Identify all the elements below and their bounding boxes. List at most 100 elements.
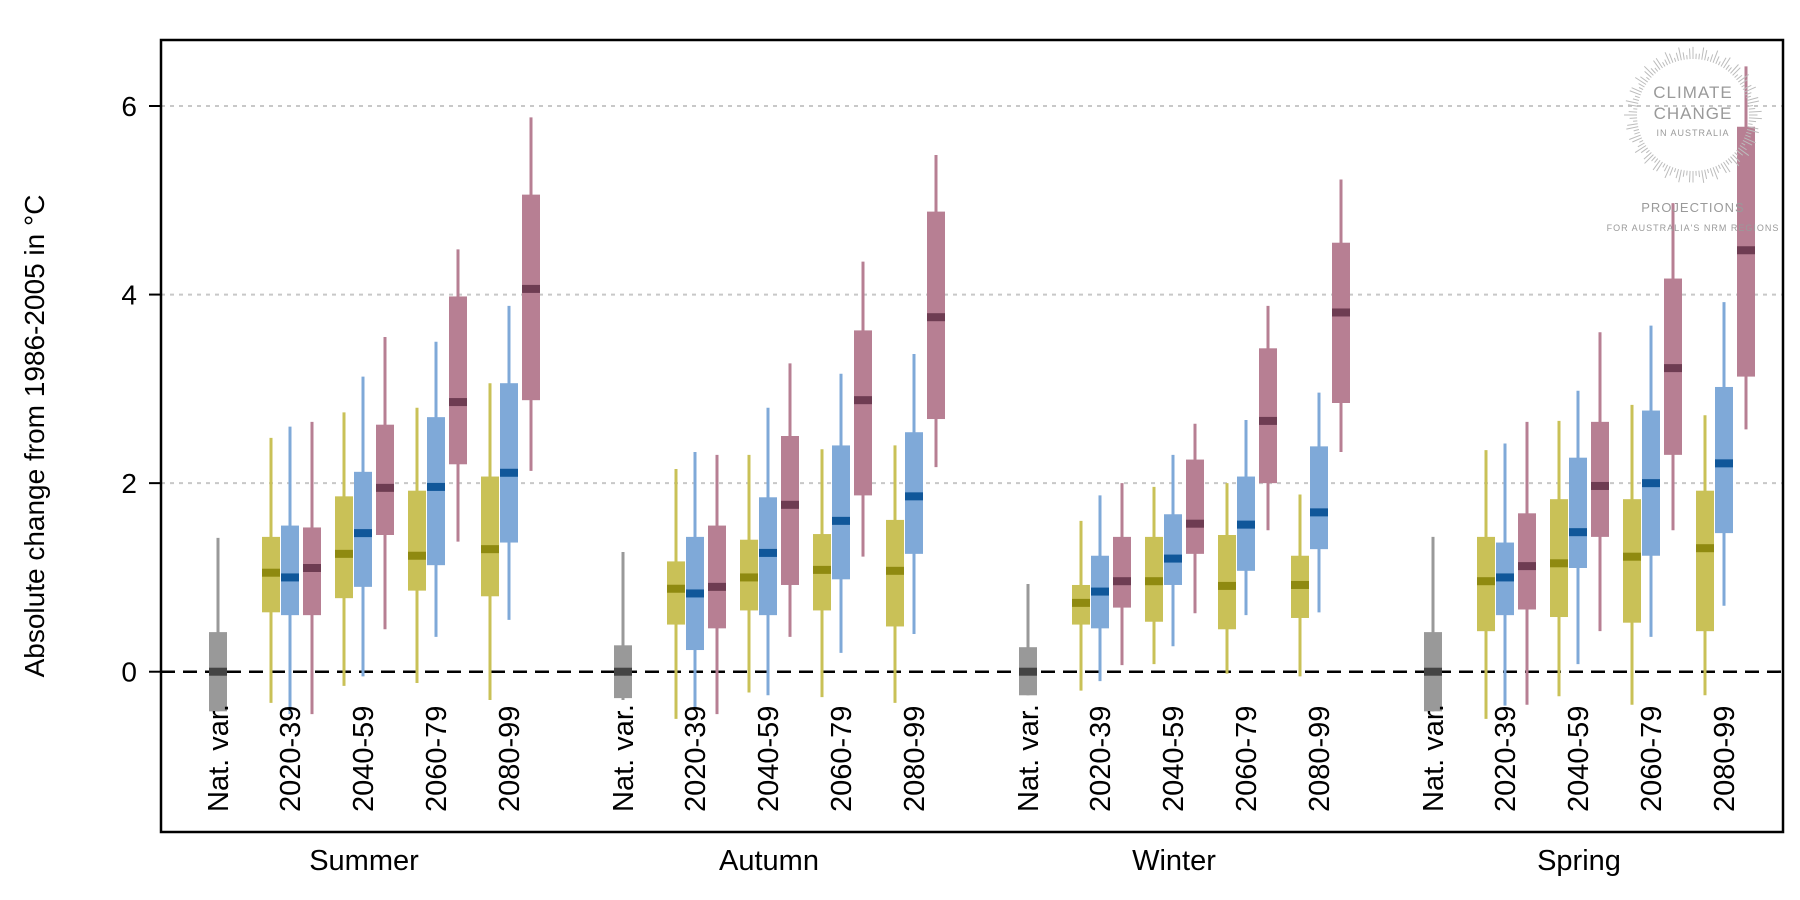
logo-ray	[1634, 95, 1640, 99]
iqr-bar	[854, 330, 872, 496]
period-label: 2080-99	[494, 706, 526, 812]
logo-ray	[1739, 79, 1748, 85]
logo-ray	[1723, 161, 1731, 173]
logo-ray	[1720, 163, 1727, 174]
logo-ray	[1715, 165, 1720, 173]
natvar-box-spring	[1424, 536, 1442, 712]
logo-ray	[1738, 74, 1750, 83]
median-mark	[1642, 479, 1660, 488]
median-mark	[708, 582, 726, 591]
logo-ray	[1748, 120, 1757, 123]
iqr-bar	[500, 383, 518, 543]
mid-box-2060-79	[832, 373, 850, 653]
logo-ray	[1746, 95, 1751, 99]
median-mark	[1091, 587, 1109, 596]
high-box-2080-99	[1737, 66, 1755, 430]
logo-ray	[1675, 168, 1679, 179]
logo-ray	[1698, 53, 1700, 60]
iqr-bar	[1591, 421, 1609, 537]
median-mark	[1237, 520, 1255, 529]
logo-ray	[1664, 52, 1671, 65]
median-mark	[686, 589, 704, 598]
median-mark	[408, 551, 426, 560]
logo-ray	[1730, 64, 1739, 74]
low-box-2060-79	[408, 407, 426, 684]
period-label: 2060-79	[826, 706, 858, 812]
logo-ray	[1638, 83, 1645, 88]
period-label: 2080-99	[1304, 706, 1336, 812]
period-label: 2080-99	[1709, 706, 1741, 812]
natvar-box-summer	[209, 537, 227, 712]
median-mark	[614, 667, 632, 676]
median-mark	[740, 573, 758, 582]
logo-ray	[1668, 53, 1674, 63]
logo-ray	[1644, 154, 1654, 164]
low-box-2020-39	[262, 437, 280, 703]
logo-ray	[1655, 57, 1663, 69]
logo-ray	[1715, 56, 1720, 65]
logo-ray	[1747, 100, 1760, 104]
median-mark	[1550, 559, 1568, 568]
logo-ray	[1741, 84, 1746, 88]
median-mark	[303, 564, 321, 572]
mid-box-2080-99	[500, 305, 518, 620]
low-box-2080-99	[481, 383, 499, 700]
high-box-2080-99	[927, 155, 945, 468]
iqr-bar	[708, 525, 726, 629]
logo-ray	[1682, 52, 1685, 60]
iqr-bar	[481, 476, 499, 597]
median-mark	[1696, 544, 1714, 553]
iqr-bar	[408, 490, 426, 591]
period-label: Nat. var.	[608, 704, 640, 812]
logo-ray	[1688, 170, 1691, 183]
logo-ray	[1654, 158, 1659, 163]
iqr-bar	[1113, 536, 1131, 608]
logo-ray	[1748, 123, 1753, 125]
median-mark	[1186, 519, 1204, 528]
logo-line-3: IN AUSTRALIA	[1656, 128, 1729, 138]
median-mark	[1259, 416, 1277, 425]
low-box-2060-79	[1218, 483, 1236, 674]
logo-ray	[1627, 123, 1638, 126]
median-mark	[854, 396, 872, 405]
logo-ray	[1627, 104, 1638, 107]
logo-ray	[1727, 158, 1733, 164]
period-label: 2040-59	[1563, 706, 1595, 812]
median-mark	[1164, 554, 1182, 563]
natvar-box-autumn	[614, 551, 632, 700]
logo-ray	[1748, 110, 1762, 113]
iqr-bar	[1310, 446, 1328, 550]
mid-box-2020-39	[1091, 495, 1109, 682]
period-label: 2060-79	[1636, 706, 1668, 812]
median-mark	[1496, 573, 1514, 582]
mid-box-2060-79	[427, 341, 445, 637]
box-layer	[209, 66, 1755, 719]
logo-ray	[1629, 90, 1641, 96]
logo-ray	[1662, 61, 1666, 67]
logo-ray	[1746, 97, 1759, 101]
grid-lines	[149, 105, 1783, 673]
period-label: Nat. var.	[1013, 704, 1045, 812]
high-box-2060-79	[854, 261, 872, 557]
median-mark	[905, 492, 923, 501]
mid-box-2060-79	[1237, 419, 1255, 616]
period-label: 2020-39	[1085, 706, 1117, 812]
low-box-2040-59	[1145, 486, 1163, 665]
climate-change-in-australia-logo: CLIMATE CHANGE IN AUSTRALIA PROJECTIONS …	[1607, 46, 1778, 233]
median-mark	[427, 482, 445, 491]
logo-ray	[1707, 168, 1710, 174]
median-mark	[262, 568, 280, 577]
logo-ray	[1652, 160, 1661, 171]
median-mark	[1310, 508, 1328, 517]
median-mark	[335, 549, 353, 558]
median-mark	[1623, 552, 1641, 561]
logo-ray	[1631, 87, 1643, 93]
logo-ray	[1741, 142, 1746, 146]
period-label: Nat. var.	[1418, 704, 1450, 812]
high-box-2060-79	[1259, 305, 1277, 531]
y-tick-label: 0	[121, 657, 137, 688]
logo-ray	[1732, 154, 1741, 163]
logo-ray	[1742, 84, 1752, 91]
